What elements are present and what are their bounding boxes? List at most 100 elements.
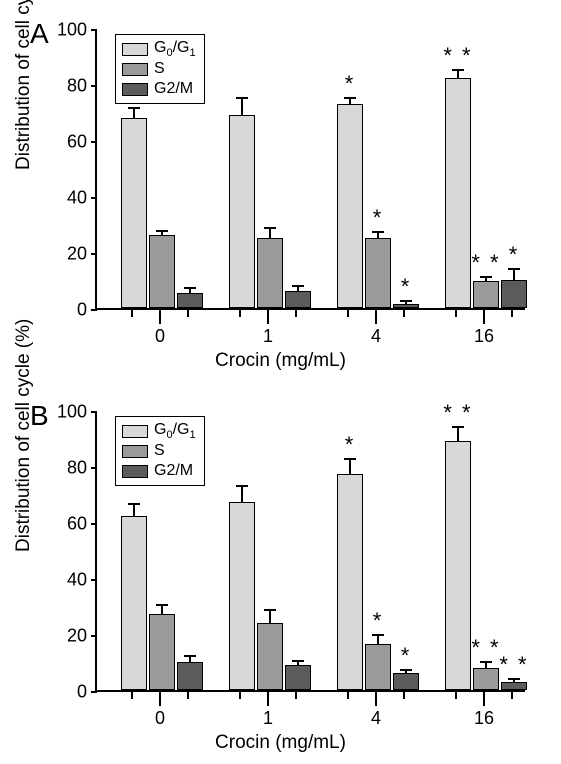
error-cap — [508, 678, 520, 680]
error-cap — [156, 230, 168, 232]
bar-G2M — [501, 280, 527, 308]
bar-S — [365, 238, 391, 308]
bar-G0G1 — [229, 115, 255, 308]
xtick-label: 4 — [371, 708, 381, 729]
legend: G0/G1SG2/M — [115, 416, 205, 486]
error-bar — [513, 269, 515, 280]
xtick-minor — [347, 692, 349, 699]
error-cap — [400, 669, 412, 671]
bar-G2M — [285, 291, 311, 308]
legend-swatch — [122, 43, 148, 56]
xtick-minor — [455, 692, 457, 699]
error-bar — [241, 486, 243, 503]
ytick — [91, 579, 97, 581]
error-cap — [452, 69, 464, 71]
bar-S — [257, 623, 283, 690]
ytick-label: 20 — [7, 244, 87, 265]
error-cap — [372, 634, 384, 636]
error-bar — [161, 605, 163, 615]
xtick-minor — [239, 310, 241, 317]
xtick-minor — [511, 310, 513, 317]
ytick — [91, 29, 97, 31]
xtick-major — [267, 310, 269, 324]
x-axis-label: Crocin (mg/mL) — [0, 732, 561, 754]
xtick-label: 4 — [371, 326, 381, 347]
legend-item: G0/G1 — [122, 39, 196, 59]
xtick-major — [375, 692, 377, 706]
error-bar — [457, 427, 459, 441]
xtick-label: 0 — [155, 326, 165, 347]
significance-marker: * * — [471, 250, 500, 276]
error-cap — [292, 285, 304, 287]
ytick — [91, 141, 97, 143]
error-bar — [269, 228, 271, 238]
xtick-major — [375, 310, 377, 324]
figure-root: A**** ** **020406080100Distribution of c… — [0, 0, 561, 764]
significance-marker: * * — [443, 43, 472, 69]
ytick-label: 40 — [7, 570, 87, 591]
significance-marker: * — [509, 242, 520, 268]
xtick-major — [159, 310, 161, 324]
legend-swatch — [122, 83, 148, 96]
error-cap — [372, 231, 384, 233]
bar-S — [149, 235, 175, 308]
error-bar — [349, 459, 351, 474]
error-cap — [400, 300, 412, 302]
xtick-minor — [187, 692, 189, 699]
legend-label: G0/G1 — [154, 421, 196, 441]
bar-G0G1 — [337, 474, 363, 690]
error-bar — [241, 98, 243, 115]
bar-S — [473, 668, 499, 690]
xtick-minor — [239, 692, 241, 699]
error-cap — [236, 485, 248, 487]
xtick-label: 16 — [474, 326, 494, 347]
error-bar — [133, 504, 135, 517]
legend: G0/G1S G2/M — [115, 34, 205, 104]
ytick — [91, 253, 97, 255]
significance-marker: * — [401, 274, 412, 300]
bar-G0G1 — [337, 104, 363, 308]
xtick-minor — [403, 692, 405, 699]
xtick-minor — [455, 310, 457, 317]
xtick-major — [159, 692, 161, 706]
legend-item: S — [122, 441, 196, 461]
significance-marker: * * — [471, 635, 500, 661]
legend-swatch — [122, 425, 148, 438]
xtick-label: 0 — [155, 708, 165, 729]
bar-G2M — [285, 665, 311, 690]
bar-G2M — [177, 293, 203, 308]
error-cap — [264, 609, 276, 611]
significance-marker: * — [373, 205, 384, 231]
ytick — [91, 691, 97, 693]
legend-label: S — [154, 60, 165, 78]
ytick — [91, 85, 97, 87]
legend-label: S — [154, 442, 165, 460]
xtick-minor — [347, 310, 349, 317]
error-cap — [264, 227, 276, 229]
x-axis-label: Crocin (mg/mL) — [0, 350, 561, 372]
legend-item: G0/G1 — [122, 421, 196, 441]
ytick — [91, 309, 97, 311]
error-cap — [184, 287, 196, 289]
legend-label: G2/M — [154, 80, 193, 98]
significance-marker: * * — [499, 652, 528, 678]
panel-B: B**** ** ** *020406080100Distribution of… — [0, 382, 561, 764]
error-bar — [457, 70, 459, 78]
bar-G2M — [501, 682, 527, 690]
xtick-minor — [131, 310, 133, 317]
significance-marker: * — [401, 643, 412, 669]
error-bar — [269, 610, 271, 623]
error-cap — [184, 655, 196, 657]
bar-G0G1 — [121, 516, 147, 690]
error-cap — [344, 97, 356, 99]
significance-marker: * * — [443, 400, 472, 426]
ytick-label: 0 — [7, 682, 87, 703]
panel-A: A**** ** **020406080100Distribution of c… — [0, 0, 561, 382]
ytick — [91, 467, 97, 469]
legend-swatch — [122, 63, 148, 76]
xtick-minor — [131, 692, 133, 699]
bar-S — [257, 238, 283, 308]
error-cap — [508, 268, 520, 270]
error-cap — [480, 661, 492, 663]
bar-G2M — [177, 662, 203, 690]
